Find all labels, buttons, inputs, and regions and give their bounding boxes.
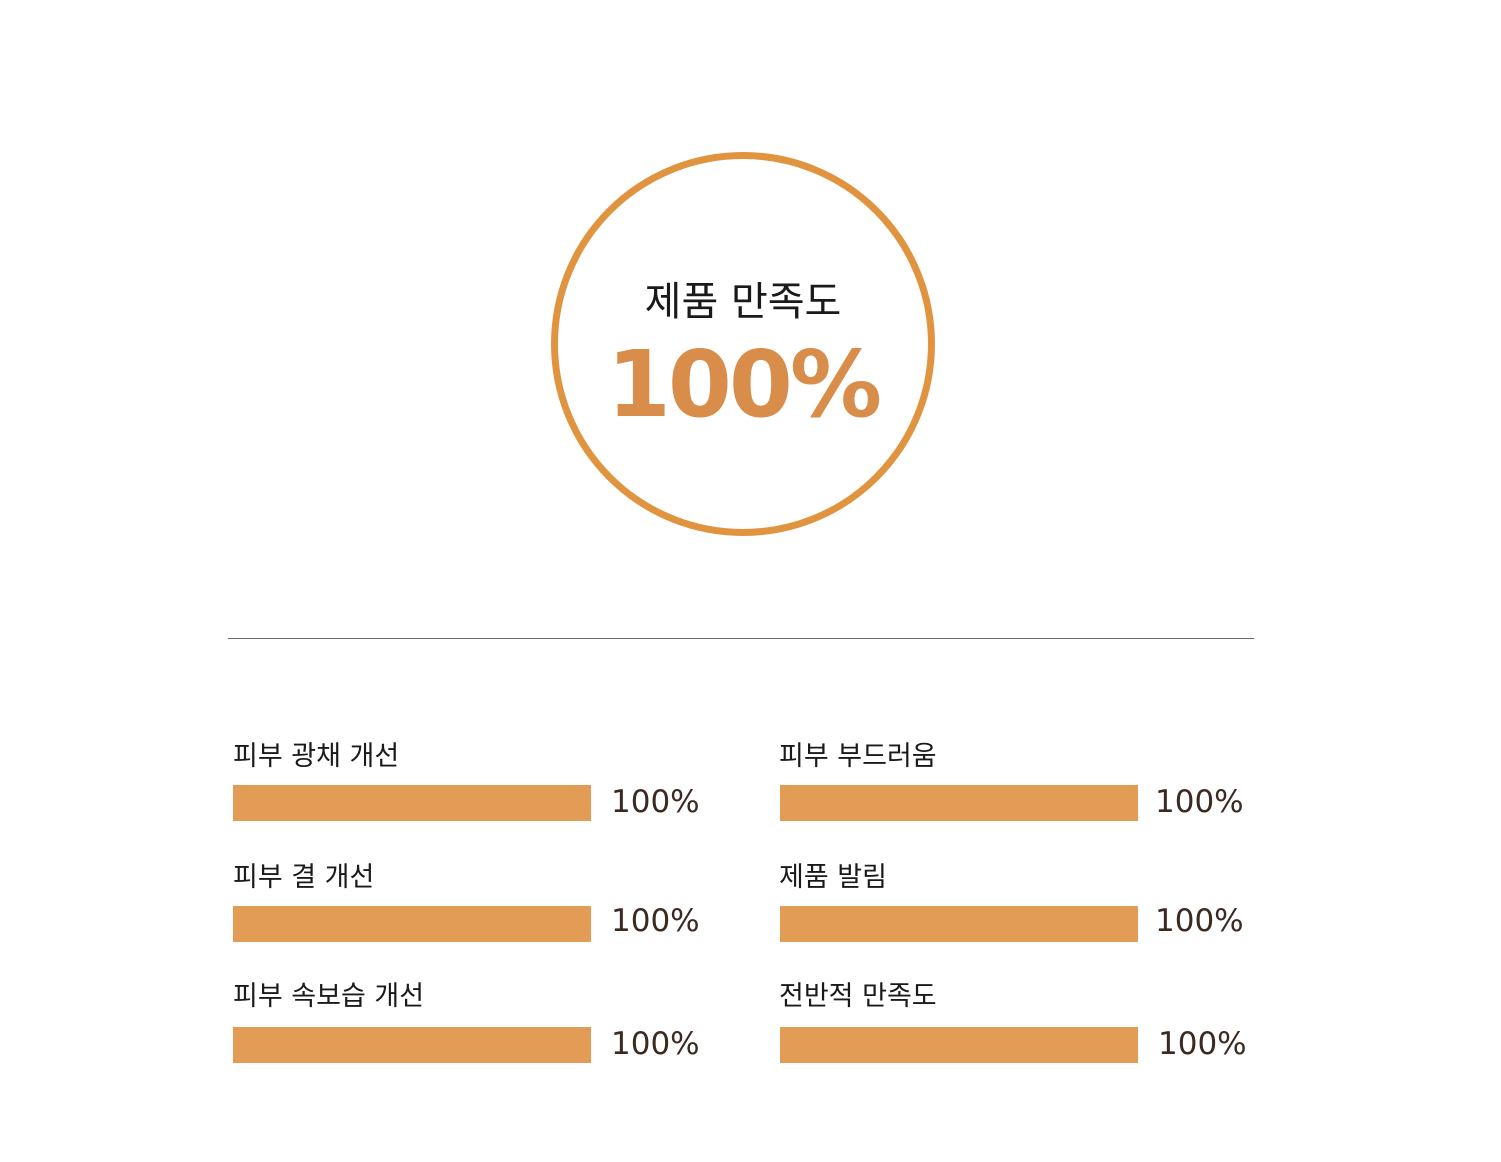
metric-bar-track: [780, 906, 1138, 942]
metric-bar: [780, 1027, 1138, 1063]
metric-bar-track: [780, 1027, 1138, 1063]
metric-label: 피부 부드러움: [779, 741, 937, 772]
metric-value: 100%: [611, 903, 700, 939]
metric-value: 100%: [611, 784, 700, 820]
metric-label: 피부 속보습 개선: [233, 981, 425, 1012]
summary-value: 100%: [606, 331, 882, 438]
metric-value: 100%: [1155, 903, 1244, 939]
metric-bar-track: [233, 1027, 591, 1063]
metric-label: 전반적 만족도: [779, 981, 937, 1012]
metric-bar-track: [233, 906, 591, 942]
metric-bar-track: [780, 785, 1138, 821]
metric-bar: [233, 906, 591, 942]
metric-label: 피부 광채 개선: [233, 741, 400, 772]
metric-bar: [233, 1027, 591, 1063]
summary-title: 제품 만족도: [644, 279, 842, 325]
divider: [228, 638, 1254, 639]
metric-bar-track: [233, 785, 591, 821]
metric-label: 피부 결 개선: [233, 862, 375, 893]
metric-value: 100%: [611, 1026, 700, 1062]
metric-bar: [233, 785, 591, 821]
metric-bar: [780, 906, 1138, 942]
metric-label: 제품 발림: [779, 862, 887, 893]
metric-bar: [780, 785, 1138, 821]
metric-value: 100%: [1155, 784, 1244, 820]
summary-circle: 제품 만족도 100%: [551, 152, 935, 536]
metric-value: 100%: [1158, 1026, 1247, 1062]
